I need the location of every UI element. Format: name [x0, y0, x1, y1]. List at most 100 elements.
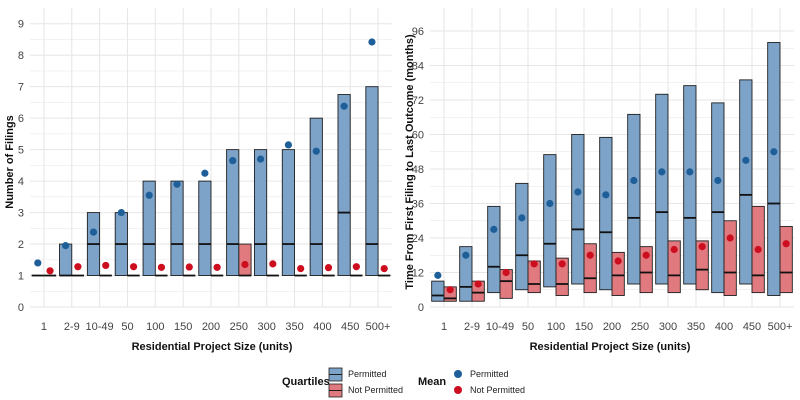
right-mean-not-permitted-1 — [474, 280, 482, 288]
left-mean-not-permitted-4 — [157, 263, 166, 271]
left-mean-permitted-5 — [173, 180, 181, 188]
right-mean-not-permitted-3 — [530, 260, 538, 268]
right-box-permitted-2 — [487, 205, 501, 294]
right-box-permitted-6 — [599, 136, 613, 291]
right-mean-permitted-6 — [602, 191, 610, 199]
right-box-permitted-11 — [739, 79, 753, 285]
left-box-not-permitted-7 — [238, 243, 252, 276]
left-x-tick-label: 500+ — [366, 321, 391, 333]
legend-not-permitted-box-label: Not Permitted — [348, 385, 403, 395]
left-box-permitted-5 — [170, 180, 184, 276]
right-box-permitted-12 — [767, 42, 781, 296]
left-x-tick-label: 400 — [313, 321, 331, 333]
right-box-permitted-7 — [627, 113, 641, 285]
legend-not-permitted-mean-label: Not Permitted — [470, 385, 525, 395]
left-box-permitted-7 — [226, 149, 240, 276]
right-box-permitted-9 — [683, 85, 697, 285]
right-mean-not-permitted-9 — [698, 243, 706, 251]
right-x-tick-label: 200 — [603, 321, 621, 333]
left-box-permitted-6 — [198, 180, 212, 276]
right-y-tick-label: 0 — [418, 302, 424, 314]
left-mean-not-permitted-5 — [185, 263, 193, 271]
left-x-tick-label: 200 — [202, 321, 220, 333]
right-y-tick-label: 24 — [412, 233, 424, 245]
right-x-tick-label: 500+ — [768, 321, 793, 333]
left-x-tick-label: 2-9 — [64, 321, 80, 333]
right-y-tick-label: 60 — [412, 130, 424, 142]
right-y-tick-label: 72 — [412, 95, 424, 107]
left-mean-permitted-0 — [34, 259, 42, 267]
left-mean-not-permitted-7 — [241, 260, 249, 269]
left-mean-not-permitted-2 — [102, 261, 110, 270]
right-y-axis-title: Time From First Filing to Last Outcome (… — [404, 34, 416, 290]
left-y-tick-label: 3 — [18, 208, 24, 220]
right-x-tick-label: 100 — [547, 321, 565, 333]
right-mean-permitted-8 — [658, 168, 666, 176]
right-mean-permitted-0 — [434, 271, 442, 279]
right-panel: 0 12 24 36 48 60 72 84 96 1 2-9 10-49 50 100 150 200 25… — [404, 8, 794, 353]
left-mean-not-permitted-11 — [352, 263, 360, 271]
left-mean-permitted-9 — [284, 141, 293, 149]
left-y-axis-title: Number of Filings — [4, 115, 16, 209]
left-x-axis-title: Residential Project Size (units) — [132, 341, 293, 353]
left-y-tick-label: 2 — [18, 239, 24, 251]
right-mean-permitted-9 — [686, 168, 694, 176]
left-box-permitted-11 — [337, 94, 351, 276]
left-y-tick-label: 6 — [18, 113, 24, 125]
left-mean-not-permitted-12 — [380, 265, 388, 273]
right-x-tick-label: 350 — [687, 321, 705, 333]
right-mean-not-permitted-10 — [726, 234, 734, 242]
left-x-tick-label: 450 — [341, 321, 359, 333]
right-x-tick-label: 50 — [522, 321, 534, 333]
left-mean-not-permitted-1 — [74, 263, 82, 271]
right-mean-not-permitted-2 — [502, 268, 510, 277]
left-mean-permitted-1 — [62, 242, 70, 250]
right-x-tick-label: 300 — [659, 321, 677, 333]
right-mean-not-permitted-4 — [558, 260, 566, 268]
left-mean-permitted-12 — [368, 38, 376, 46]
left-y-tick-label: 5 — [18, 145, 24, 157]
left-mean-permitted-3 — [117, 208, 125, 217]
left-mean-permitted-8 — [256, 155, 265, 163]
right-mean-permitted-10 — [714, 176, 722, 185]
right-box-permitted-10 — [711, 102, 725, 294]
legend-mean-title: Mean — [418, 376, 446, 388]
left-mean-not-permitted-0 — [46, 267, 54, 275]
right-box-not-permitted-9 — [695, 240, 709, 291]
right-box-permitted-0 — [431, 280, 445, 302]
legend-permitted-mean-key — [454, 370, 462, 378]
right-mean-not-permitted-6 — [614, 257, 622, 265]
right-x-ticks: 1 2-9 10-49 50 100 150 200 250 300 350 400 450 500+ — [441, 321, 792, 333]
left-y-tick-label: 7 — [18, 82, 24, 94]
right-x-tick-label: 250 — [631, 321, 649, 333]
right-y-tick-label: 84 — [412, 61, 424, 73]
right-box-permitted-4 — [543, 154, 557, 288]
right-box-permitted-5 — [571, 134, 585, 285]
right-mean-permitted-5 — [574, 188, 582, 196]
left-y-ticks: 0 1 2 3 4 5 6 7 8 9 — [18, 19, 24, 314]
left-x-tick-label: 300 — [258, 321, 276, 333]
right-mean-permitted-4 — [546, 199, 554, 208]
right-box-permitted-3 — [515, 182, 529, 291]
right-box-permitted-8 — [655, 93, 669, 285]
left-mean-not-permitted-8 — [269, 260, 277, 268]
right-x-tick-label: 450 — [743, 321, 761, 333]
left-points — [34, 38, 388, 275]
right-mean-not-permitted-5 — [586, 251, 594, 259]
left-y-tick-label: 9 — [18, 19, 24, 31]
right-mean-permitted-11 — [742, 156, 750, 164]
left-mean-not-permitted-6 — [213, 263, 221, 271]
right-y-tick-label: 48 — [412, 164, 424, 176]
left-mean-permitted-10 — [312, 147, 320, 155]
left-x-tick-label: 150 — [174, 321, 192, 333]
left-mean-not-permitted-10 — [324, 264, 333, 272]
right-x-tick-label: 400 — [715, 321, 733, 333]
right-box-not-permitted-6 — [611, 251, 625, 296]
right-y-ticks: 0 12 24 36 48 60 72 84 96 — [412, 26, 424, 314]
left-x-tick-label: 50 — [121, 321, 133, 333]
right-mean-not-permitted-11 — [754, 245, 762, 254]
left-x-tick-label: 10-49 — [86, 321, 114, 333]
right-x-tick-label: 150 — [575, 321, 593, 333]
legend-not-permitted-mean-key — [454, 386, 462, 394]
